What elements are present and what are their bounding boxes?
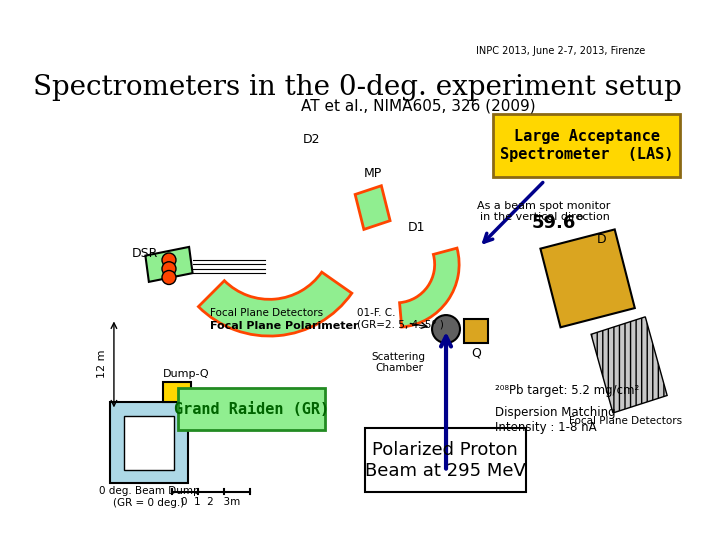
Text: INPC 2013, June 2-7, 2013, Firenze: INPC 2013, June 2-7, 2013, Firenze (476, 46, 645, 56)
Bar (464, 319, 488, 343)
Bar (163, 382, 191, 402)
Circle shape (162, 271, 176, 285)
Text: in the vertical direction: in the vertical direction (480, 212, 611, 222)
Text: Dispersion Matching
Intensity : 1-8 nA: Dispersion Matching Intensity : 1-8 nA (495, 406, 616, 434)
Text: 12 m: 12 m (96, 350, 107, 378)
Polygon shape (145, 247, 192, 282)
Polygon shape (591, 317, 667, 413)
Text: Q: Q (471, 347, 481, 360)
Text: D1: D1 (408, 221, 425, 234)
Text: Focal Plane Detectors: Focal Plane Detectors (210, 308, 323, 318)
Text: 0 deg. Beam Dump
(GR = 0 deg.): 0 deg. Beam Dump (GR = 0 deg.) (99, 487, 199, 508)
Text: 01-F. C.
(GR=2. 5, 4. 5° ): 01-F. C. (GR=2. 5, 4. 5° ) (357, 308, 444, 330)
Text: 59.6°: 59.6° (531, 214, 585, 232)
Wedge shape (199, 272, 352, 336)
Text: Spectrometers in the 0-deg. experiment setup: Spectrometers in the 0-deg. experiment s… (32, 74, 681, 101)
Text: Scattering
Chamber: Scattering Chamber (372, 352, 426, 373)
Text: D2: D2 (302, 133, 320, 146)
Text: 0  1  2   3m: 0 1 2 3m (181, 497, 240, 507)
FancyBboxPatch shape (365, 428, 526, 492)
Text: Focal Plane Detectors: Focal Plane Detectors (570, 416, 683, 427)
Text: ²⁰⁸Pb target: 5.2 mg/cm²: ²⁰⁸Pb target: 5.2 mg/cm² (495, 384, 639, 397)
FancyBboxPatch shape (110, 402, 188, 483)
Text: Large Acceptance
Spectrometer  (LAS): Large Acceptance Spectrometer (LAS) (500, 129, 673, 161)
FancyBboxPatch shape (178, 388, 325, 430)
Text: MP: MP (364, 167, 382, 180)
Wedge shape (400, 248, 459, 327)
Text: Grand Raiden (GR): Grand Raiden (GR) (174, 402, 329, 417)
Text: Polarized Proton
Beam at 295 MeV: Polarized Proton Beam at 295 MeV (365, 441, 526, 480)
Polygon shape (541, 230, 635, 327)
Circle shape (162, 253, 176, 267)
Circle shape (162, 262, 176, 276)
FancyBboxPatch shape (125, 416, 174, 470)
FancyBboxPatch shape (493, 114, 680, 177)
Text: Focal Plane Polarimeter: Focal Plane Polarimeter (210, 321, 359, 331)
Text: DSR: DSR (132, 247, 158, 260)
Text: AT et al., NIMA605, 326 (2009): AT et al., NIMA605, 326 (2009) (301, 98, 536, 113)
Text: Dump-Q: Dump-Q (163, 369, 210, 379)
Polygon shape (355, 186, 390, 230)
Text: As a beam spot monitor: As a beam spot monitor (477, 200, 611, 211)
Text: D: D (597, 233, 606, 246)
Circle shape (432, 315, 460, 343)
